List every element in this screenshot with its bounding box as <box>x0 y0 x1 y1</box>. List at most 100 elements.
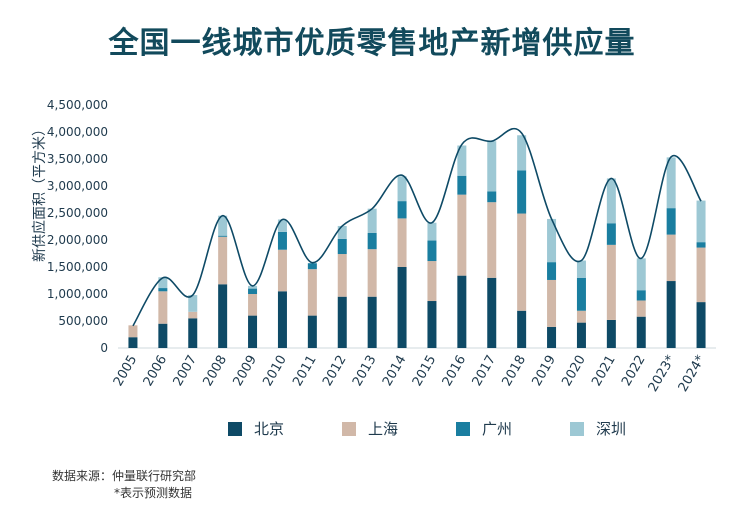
legend-label-shenzhen: 深圳 <box>596 420 627 438</box>
bar-segment-2022-北京 <box>636 316 646 348</box>
bar-segment-2010-深圳 <box>277 219 287 232</box>
bar-segment-2024-北京 <box>696 302 706 348</box>
x-tick-label: 2006 <box>141 353 171 389</box>
bar-segment-2021-上海 <box>606 244 616 320</box>
bar-segment-2013-上海 <box>367 249 377 297</box>
bar-segment-2023-广州 <box>666 208 676 235</box>
y-tick-label: 1,500,000 <box>47 260 108 274</box>
bars <box>128 135 706 348</box>
legend: 北京 上海 广州 深圳 <box>228 418 684 439</box>
bar-segment-2015-北京 <box>427 301 437 348</box>
x-tick-label: 2008 <box>201 353 231 389</box>
x-tick-label: 2011 <box>290 353 320 389</box>
bar-segment-2016-广州 <box>457 175 467 195</box>
x-tick-label: 2020 <box>559 353 589 389</box>
x-axis: 2005 2006 2007 2008 2009 2010 2011 2012 2013 2014… <box>111 352 709 394</box>
bar-segment-2020-北京 <box>576 322 586 348</box>
legend-swatch-guangzhou <box>456 421 471 436</box>
bar-segment-2018-广州 <box>517 170 527 214</box>
x-tick-label: 2024* <box>676 352 709 394</box>
bar-segment-2015-广州 <box>427 240 437 262</box>
bar-segment-2024-上海 <box>696 247 706 303</box>
legend-item-guangzhou: 广州 <box>456 418 512 439</box>
bar-segment-2020-上海 <box>576 310 586 323</box>
bar-segment-2008-广州 <box>218 235 228 237</box>
bar-segment-2010-上海 <box>277 249 287 292</box>
bar-segment-2019-上海 <box>547 279 557 327</box>
legend-swatch-shenzhen <box>570 421 585 436</box>
bar-segment-2015-深圳 <box>427 222 437 241</box>
x-tick-label: 2019 <box>529 353 559 389</box>
legend-label-shanghai: 上海 <box>368 420 399 438</box>
y-tick-label: 1,000,000 <box>47 287 108 301</box>
x-tick-label: 2007 <box>171 353 201 389</box>
x-tick-label: 2021 <box>589 353 619 389</box>
footnote-source: 数据来源：仲量联行研究部 <box>52 469 197 483</box>
bar-segment-2009-广州 <box>248 288 258 294</box>
bar-segment-2014-广州 <box>397 201 407 219</box>
bar-segment-2012-广州 <box>337 238 347 255</box>
bar-segment-2016-北京 <box>457 275 467 348</box>
bar-segment-2022-深圳 <box>636 258 646 291</box>
bar-segment-2011-广州 <box>307 263 317 270</box>
legend-swatch-beijing <box>228 421 242 436</box>
x-tick-label: 2010 <box>260 353 290 389</box>
bar-segment-2009-深圳 <box>248 285 258 289</box>
bar-segment-2006-北京 <box>158 323 168 348</box>
bar-segment-2012-北京 <box>337 296 347 348</box>
bar-segment-2018-北京 <box>517 310 527 348</box>
bar-segment-2016-上海 <box>457 194 467 276</box>
bar-segment-2008-深圳 <box>218 215 228 236</box>
bar-segment-2012-上海 <box>337 254 347 297</box>
bar-segment-2007-深圳 <box>188 295 198 312</box>
trend-line <box>132 127 702 327</box>
x-tick-label: 2017 <box>470 353 500 389</box>
x-tick-label: 2023* <box>646 352 679 394</box>
bar-segment-2010-北京 <box>277 291 287 348</box>
bar-segment-2014-北京 <box>397 267 407 348</box>
bar-segment-2020-深圳 <box>576 260 586 278</box>
bar-segment-2006-广州 <box>158 288 168 292</box>
bar-segment-2017-广州 <box>487 191 497 203</box>
bar-segment-2013-深圳 <box>367 208 377 233</box>
bar-segment-2011-上海 <box>307 269 317 316</box>
y-tick-label: 3,500,000 <box>47 152 108 166</box>
x-tick-label: 2005 <box>111 353 141 389</box>
bar-segment-2019-深圳 <box>547 218 557 263</box>
bar-segment-2017-上海 <box>487 202 497 278</box>
y-tick-label: 3,000,000 <box>47 179 108 193</box>
bar-segment-2023-北京 <box>666 281 676 348</box>
bar-segment-2024-深圳 <box>696 200 706 243</box>
bar-segment-2018-深圳 <box>517 135 527 171</box>
y-tick-label: 4,500,000 <box>47 98 108 112</box>
x-tick-label: 2015 <box>410 353 440 389</box>
chart-area: 0 500,000 1,000,000 1,500,000 2,000,000 2,500… <box>31 98 716 395</box>
bar-segment-2021-广州 <box>606 223 616 245</box>
legend-label-guangzhou: 广州 <box>482 420 513 438</box>
y-tick-label: 2,500,000 <box>47 206 108 220</box>
bar-segment-2015-上海 <box>427 261 437 302</box>
legend-item-beijing: 北京 <box>228 418 284 439</box>
legend-item-shenzhen: 深圳 <box>570 418 626 439</box>
bar-segment-2022-广州 <box>636 290 646 301</box>
bar-segment-2010-广州 <box>277 231 287 250</box>
bar-segment-2024-广州 <box>696 242 706 248</box>
y-axis-label: 新供应面积（平方米） <box>31 122 48 262</box>
x-tick-label: 2016 <box>440 353 470 389</box>
bar-segment-2008-上海 <box>218 236 228 285</box>
x-tick-label: 2022 <box>619 353 649 389</box>
x-tick-label: 2018 <box>500 353 530 389</box>
bar-segment-2009-上海 <box>248 294 258 316</box>
bar-segment-2011-北京 <box>307 315 317 348</box>
bar-segment-2005-上海 <box>128 325 138 338</box>
y-axis: 0 500,000 1,000,000 1,500,000 2,000,000 2,500… <box>47 98 716 355</box>
x-tick-label: 2014 <box>380 353 410 389</box>
bar-segment-2023-上海 <box>666 234 676 282</box>
bar-segment-2006-上海 <box>158 291 168 324</box>
bar-segment-2005-北京 <box>128 337 138 348</box>
bar-segment-2020-广州 <box>576 277 586 311</box>
bar-segment-2014-上海 <box>397 218 407 267</box>
bar-segment-2012-深圳 <box>337 225 347 239</box>
x-tick-label: 2009 <box>230 353 260 389</box>
bar-segment-2019-北京 <box>547 326 557 348</box>
